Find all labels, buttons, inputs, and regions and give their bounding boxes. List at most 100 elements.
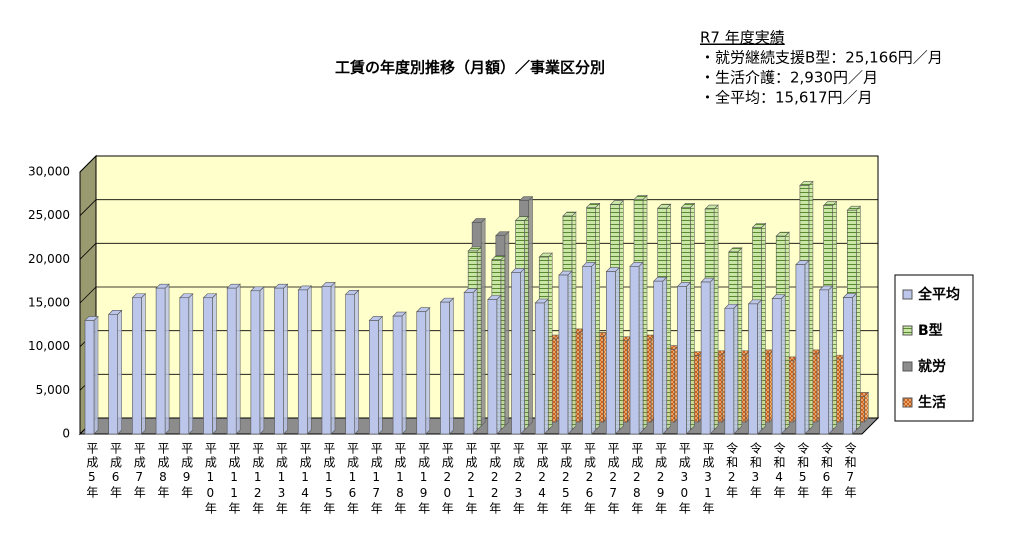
bar-side: [804, 259, 810, 435]
bar: [748, 303, 758, 435]
bar-side: [543, 298, 549, 435]
annotation: R7 年度実績: [700, 29, 785, 47]
bar-side: [520, 267, 525, 435]
x-tick-label: 平成29年: [654, 442, 668, 516]
bar: [297, 289, 308, 435]
bar-side: [567, 270, 573, 435]
bar: [321, 286, 332, 435]
y-tick-label: 15,000: [28, 296, 70, 310]
bar: [843, 297, 853, 435]
bar: [629, 266, 640, 435]
legend-swatch: [902, 361, 913, 372]
bar-side: [856, 205, 861, 431]
bar-side: [141, 293, 146, 435]
y-tick-label: 5,000: [36, 383, 70, 397]
bar: [274, 287, 284, 435]
bar-side: [117, 309, 122, 435]
x-tick-label: 平成23年: [511, 442, 525, 516]
x-tick-label: 令和7年: [843, 441, 857, 500]
bar: [724, 307, 735, 435]
bar-side: [780, 293, 786, 435]
bar-side: [784, 231, 790, 431]
bar-side: [401, 311, 407, 435]
bar: [700, 281, 711, 435]
x-tick-label: 平成10年: [203, 442, 217, 516]
bar-side: [496, 294, 502, 435]
bar-side: [761, 222, 766, 431]
x-tick-label: 平成13年: [274, 442, 288, 516]
bar-side: [864, 391, 869, 423]
legend-swatch: [902, 397, 913, 408]
legend-label: B型: [918, 322, 943, 339]
bar-side: [808, 180, 814, 431]
x-tick-label: 平成24年: [535, 442, 549, 516]
bar-side: [642, 194, 648, 431]
x-tick-label: 平成18年: [393, 442, 407, 516]
bar: [179, 297, 190, 435]
y-tick-label: 25,000: [28, 208, 70, 222]
grid-line: [79, 155, 878, 173]
bar-side: [330, 281, 336, 435]
bar-side: [480, 217, 486, 427]
bar-side: [690, 202, 695, 431]
x-tick-label: 令和6年: [819, 441, 833, 500]
x-tick-label: 令和3年: [748, 441, 762, 500]
bar-side: [757, 299, 762, 435]
x-tick-label: 平成15年: [322, 442, 336, 516]
bar-side: [619, 199, 624, 431]
legend-label: 生活: [918, 394, 946, 411]
x-tick-label: 平成31年: [701, 442, 715, 516]
bar-side: [591, 261, 596, 435]
x-tick-label: 平成28年: [630, 442, 644, 516]
bar: [819, 289, 829, 435]
x-tick-label: 令和2年: [725, 441, 739, 500]
bar: [84, 320, 95, 435]
bar: [440, 301, 450, 435]
x-tick-label: 平成22年: [488, 442, 502, 516]
bar: [416, 311, 427, 435]
bar-side: [504, 230, 510, 427]
bar-side: [378, 315, 383, 435]
bar: [606, 271, 616, 435]
legend-label: 就労: [918, 358, 946, 375]
bar-side: [615, 266, 620, 435]
x-tick-label: 平成25年: [559, 442, 573, 516]
bar: [653, 280, 664, 435]
bar-side: [259, 286, 265, 435]
x-tick-label: 令和5年: [796, 441, 810, 500]
bar-side: [733, 303, 739, 435]
x-tick-label: 平成19年: [417, 442, 431, 516]
x-tick-label: 平成26年: [582, 442, 596, 516]
legend-swatch: [902, 325, 913, 336]
bar: [534, 302, 545, 435]
bar-side: [666, 203, 672, 431]
bar-side: [476, 246, 482, 431]
bar: [795, 264, 806, 435]
bar-side: [828, 285, 833, 435]
x-tick-label: 平成14年: [298, 442, 312, 516]
bar: [463, 292, 474, 435]
bar: [771, 298, 782, 435]
grid-line: [79, 199, 878, 216]
bar: [392, 315, 403, 435]
bar-side: [472, 287, 478, 435]
bar: [558, 274, 569, 435]
bar: [203, 297, 213, 435]
x-tick-label: 平成30年: [677, 442, 691, 516]
bar-side: [852, 292, 857, 435]
x-tick-label: 平成17年: [369, 442, 383, 516]
bar-side: [188, 293, 194, 435]
bar-side: [547, 252, 553, 431]
bar-side: [235, 283, 241, 435]
bar-side: [354, 289, 359, 435]
x-tick-label: 平成11年: [227, 442, 241, 516]
x-tick-label: 平成6年: [109, 442, 123, 500]
bar-side: [500, 254, 506, 431]
annotation: ・全平均：15,617円／月: [700, 89, 873, 107]
x-tick-label: 令和4年: [772, 441, 786, 500]
annotation: ・生活介護：2,930円／月: [700, 69, 878, 87]
bar: [250, 290, 261, 435]
x-tick-label: 平成5年: [85, 442, 99, 500]
x-tick-label: 平成21年: [464, 442, 478, 516]
bar: [582, 266, 592, 435]
